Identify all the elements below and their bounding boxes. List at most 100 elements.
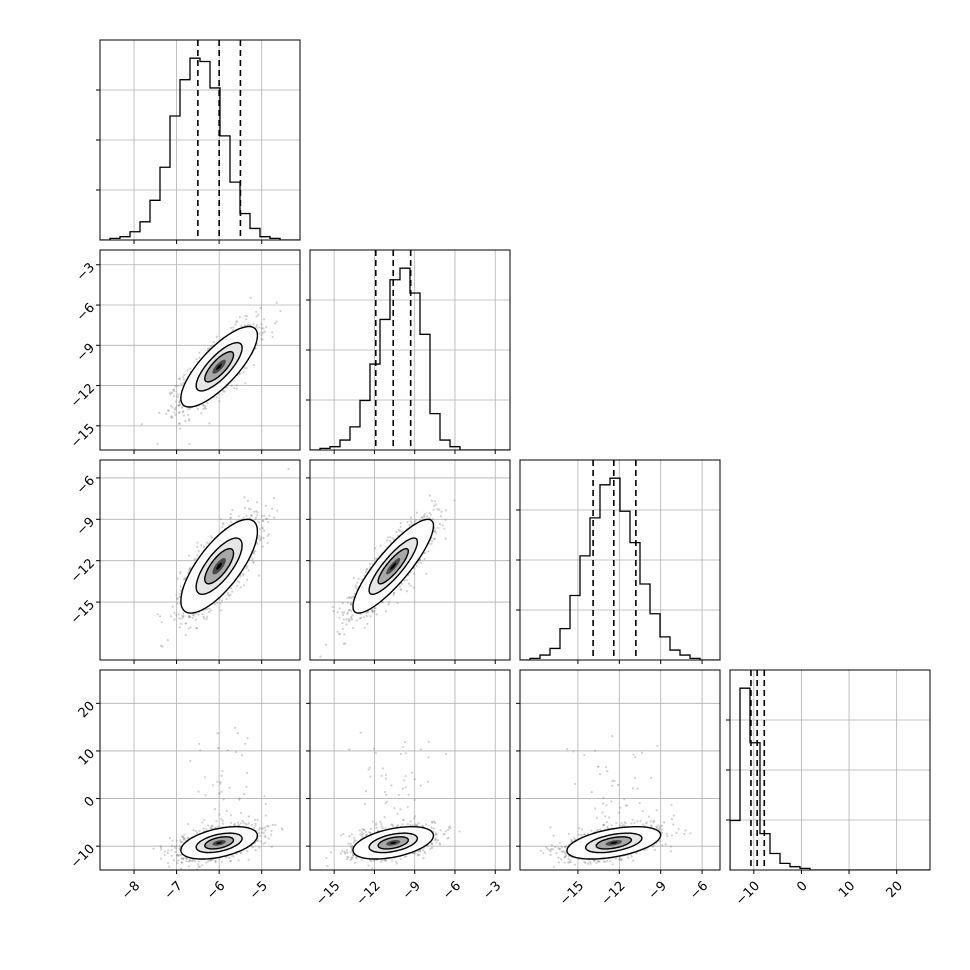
sample-point: [430, 542, 433, 545]
sample-point: [195, 626, 198, 630]
sample-point: [255, 310, 258, 313]
sample-point: [438, 522, 442, 526]
sample-point: [239, 586, 243, 589]
sample-point: [398, 585, 402, 588]
sample-point: [401, 530, 404, 534]
sample-point: [199, 749, 202, 752]
sample-point: [179, 838, 182, 842]
sample-point: [405, 590, 408, 593]
sample-point: [399, 525, 402, 529]
sample-point: [166, 851, 169, 854]
sample-point: [255, 326, 258, 329]
sample-point: [188, 615, 191, 619]
sample-point: [179, 572, 182, 575]
sample-point: [238, 316, 242, 319]
sample-point: [246, 850, 249, 853]
sample-point: [182, 411, 185, 414]
sample-point: [188, 567, 192, 570]
sample-point: [168, 391, 171, 394]
histogram-2: [520, 477, 720, 660]
sample-point: [347, 617, 350, 621]
sample-point: [187, 627, 190, 630]
sample-point: [214, 859, 217, 863]
sample-point: [433, 530, 436, 533]
sample-point: [170, 844, 174, 847]
sample-point: [439, 515, 443, 518]
sample-point: [262, 331, 265, 334]
sample-point: [348, 619, 351, 622]
sample-point: [182, 414, 186, 417]
sample-point: [207, 824, 210, 827]
sample-point: [262, 536, 265, 540]
sample-point: [216, 780, 219, 783]
sample-point: [179, 840, 183, 843]
sample-point: [244, 382, 247, 385]
sample-point: [204, 776, 207, 779]
sample-point: [177, 854, 180, 858]
sample-point: [245, 315, 249, 318]
sample-point: [183, 378, 186, 381]
sample-point: [257, 537, 260, 540]
sample-point: [331, 605, 334, 609]
sample-point: [336, 630, 339, 633]
sample-point: [250, 514, 254, 517]
sample-point: [174, 408, 177, 411]
sample-point: [189, 626, 192, 629]
sample-point: [168, 865, 171, 868]
sample-point: [216, 825, 220, 828]
sample-point: [258, 332, 261, 335]
sample-point: [258, 831, 261, 835]
sample-point: [140, 423, 143, 426]
sample-point: [202, 404, 205, 407]
sample-point: [175, 845, 178, 848]
sample-point: [211, 784, 215, 787]
sample-point: [175, 614, 178, 617]
sample-point: [410, 521, 413, 524]
sample-point: [179, 427, 182, 430]
sample-point: [254, 550, 257, 553]
sample-point: [338, 616, 341, 619]
sample-point: [246, 499, 250, 502]
sample-point: [239, 575, 242, 578]
sample-point: [338, 632, 341, 635]
sample-point: [169, 615, 172, 618]
sample-point: [181, 614, 184, 618]
sample-point: [182, 857, 185, 861]
sample-point: [267, 825, 270, 828]
sample-point: [218, 400, 221, 403]
sample-point: [184, 633, 187, 637]
sample-point: [257, 313, 260, 316]
sample-point: [346, 601, 349, 604]
sample-point: [262, 327, 265, 330]
sample-point: [229, 593, 232, 596]
sample-point: [223, 390, 226, 393]
sample-point: [204, 407, 208, 410]
sample-point: [266, 541, 269, 545]
sample-point: [392, 592, 396, 595]
sample-point: [184, 622, 188, 625]
sample-point: [228, 786, 231, 789]
panel-frame: [99, 39, 301, 241]
sample-point: [264, 802, 267, 806]
sample-point: [183, 837, 186, 840]
sample-point: [187, 418, 191, 421]
sample-point: [437, 526, 440, 529]
sample-point: [244, 314, 247, 318]
sample-point: [388, 539, 392, 542]
sample-point: [341, 627, 344, 631]
sample-point: [263, 330, 266, 333]
sample-point: [371, 610, 374, 613]
sample-point: [258, 828, 261, 831]
sample-point: [208, 859, 212, 862]
sample-point: [182, 837, 185, 841]
panel-frame: [99, 459, 301, 661]
panel-3-0: [96, 669, 301, 874]
sample-point: [235, 320, 239, 323]
sample-point: [423, 513, 426, 516]
sample-point: [179, 382, 183, 386]
panel-frame: [519, 459, 721, 661]
sample-point: [242, 821, 245, 824]
sample-point: [172, 394, 175, 398]
sample-point: [348, 609, 351, 612]
sample-point: [258, 326, 261, 329]
